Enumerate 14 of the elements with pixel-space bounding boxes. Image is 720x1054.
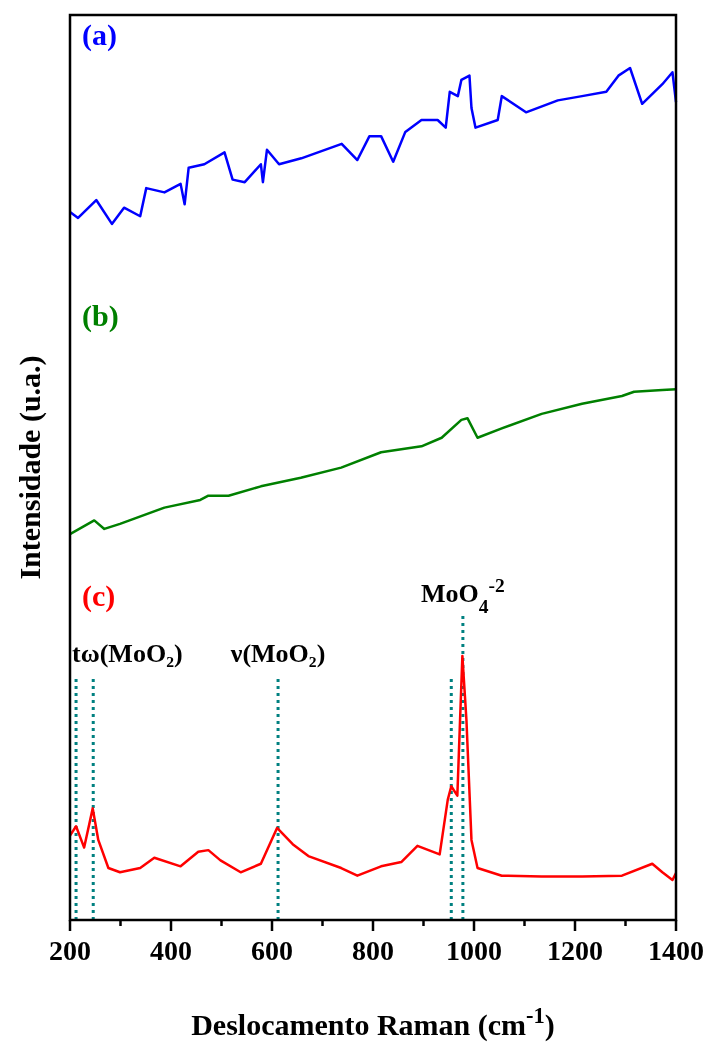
x-tick-label: 400 [150,935,192,966]
x-tick-label: 800 [352,935,394,966]
text: (c) [82,579,116,614]
x-axis-title: Deslocamento Raman (cm$^{-1}$) [191,1002,555,1042]
y-axis-title: Intensidade (u.a.) [13,355,47,580]
x-tick-label: 200 [49,935,91,966]
text: (a) [82,18,117,52]
x-tick-label: 600 [251,935,293,966]
x-tick-label: 1200 [547,935,603,966]
text: (b) [82,298,119,333]
ref-line-label: ν(MoO₂) [229,638,326,668]
x-tick-label: 1000 [446,935,502,966]
ref-line-label: tω(MoO₂) [72,638,183,668]
x-tick-label: 1400 [648,935,704,966]
